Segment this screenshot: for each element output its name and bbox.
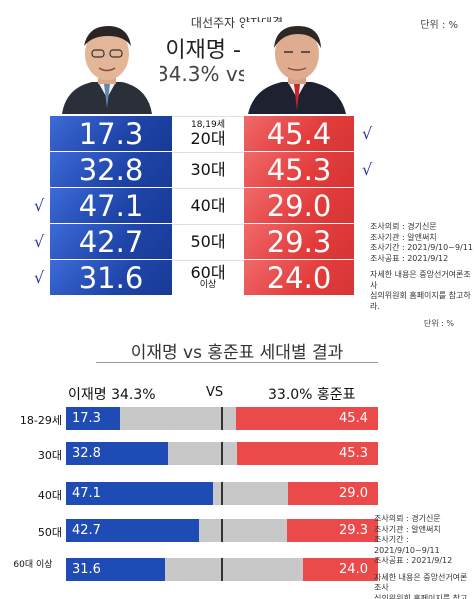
survey-info-line: 조사공표 : 2021/9/12 [374,556,453,565]
survey-info-line: 조사기간 : 2021/9/10~9/11 [374,535,440,555]
survey-info-bottom: 조사의뢰 : 경기신문 조사기관 : 알앤써치 조사기간 : 2021/9/10~9… [374,514,474,599]
bar-right: 45.3 [236,442,378,465]
check-mark-left: √ [34,196,45,215]
legend-vs: VS [206,385,224,400]
top-age-label: 18,19세 20대 [172,116,244,151]
top-right-value: 45.4 [244,116,354,151]
age-label-sub: 이상 [199,280,217,291]
candidate-right-portrait [244,22,350,114]
survey-info-line: 심의위원회 홈페이지를 참고하라. [374,593,468,599]
top-left-value: 42.7 [50,224,172,259]
survey-info-line: 자세한 내용은 중앙선거여론조사 [374,572,468,593]
top-left-value: 17.3 [50,116,172,151]
legend-left-candidate: 이재명 34.3% [68,387,156,403]
title-underline [96,362,378,363]
check-mark-right: √ [362,160,373,179]
survey-info-line: 조사기관 : 알앤써치 [374,524,441,534]
legend-right-candidate: 33.0% 홍준표 [268,387,356,403]
age-label-sub: 18,19세 [190,119,226,130]
bar-left: 47.1 [66,482,213,505]
bar-right: 45.4 [236,407,378,430]
bar-right: 29.3 [286,519,378,542]
survey-info-line: 조사기간 : 2021/9/10~9/11 [370,243,473,252]
bar-right: 29.0 [287,482,378,505]
candidate-left-portrait [54,22,160,114]
survey-info-line: 자세한 내용은 중앙선거여론조사 [370,270,471,290]
top-left-value: 31.6 [50,260,172,295]
bar-right: 24.0 [303,558,378,581]
check-mark-right: √ [362,124,373,143]
bar-left: 31.6 [66,558,165,581]
survey-info-line: 조사공표 : 2021/9/12 [370,253,449,263]
top-age-label: 50대 [172,224,244,259]
age-label-main: 40대 [190,195,226,215]
survey-info-line: 심의위원회 홈페이지를 참고하라. [370,291,471,311]
top-right-value: 29.3 [244,224,354,259]
age-label-main: 60대 [190,262,226,282]
age-label-main: 30대 [190,159,226,179]
age-label-main: 20대 [190,128,226,148]
category-label: 40대 [37,489,62,502]
top-age-label: 60대 이상 [172,260,244,295]
bar-midline [221,482,223,505]
check-mark-left: √ [34,232,45,251]
bottom-chart-title: 이재명 vs 홍준표 세대별 결과 [130,343,344,363]
top-age-label: 30대 [172,152,244,187]
bar-midline [221,407,223,430]
category-label: 50대 [37,526,62,539]
bar-left: 42.7 [66,519,200,542]
survey-info-top: 조사의뢰 : 경기신문 조사기관 : 알앤써치 조사기간 : 2021/9/10~9… [370,222,474,312]
top-left-value: 32.8 [50,152,172,187]
bar-midline [221,442,223,465]
top-left-value: 47.1 [50,188,172,223]
survey-info-line: 조사의뢰 : 경기신문 [374,514,441,523]
bar-midline [221,519,223,542]
top-right-value: 24.0 [244,260,354,295]
top-age-label: 40대 [172,188,244,223]
category-label: 60대 이상 [13,560,53,570]
bar-left: 17.3 [66,407,120,430]
top-unit-label: 단위 : % [420,20,458,31]
category-label: 30대 [37,449,62,462]
survey-info-line: 조사기관 : 알앤써치 [370,232,437,242]
category-label: 18-29세 [19,414,62,427]
age-label-main: 50대 [190,231,226,251]
check-mark-left: √ [34,268,45,287]
top-right-value: 45.3 [244,152,354,187]
bar-left: 32.8 [66,442,169,465]
survey-info-line: 조사의뢰 : 경기신문 [370,222,437,231]
top-right-value: 29.0 [244,188,354,223]
bottom-unit-label: 단위 : % [423,319,454,328]
bar-midline [221,558,223,581]
